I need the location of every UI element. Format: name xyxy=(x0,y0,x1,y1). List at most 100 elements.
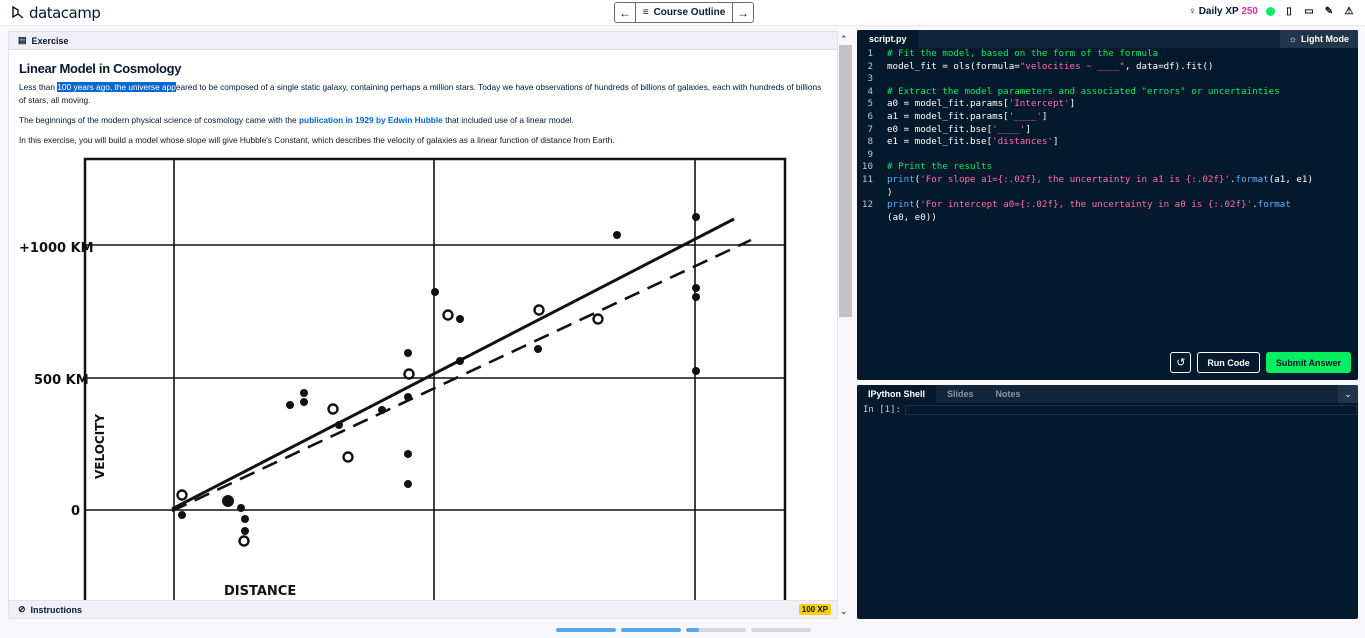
check-circle-icon: ⊘ xyxy=(18,604,26,614)
edit-icon[interactable]: ✎ xyxy=(1324,5,1334,17)
code-line[interactable]: 10 # Print the results xyxy=(857,161,1358,174)
code-text: print('For slope a1={:.02f}, the uncerta… xyxy=(887,174,1313,187)
code-line[interactable]: 12 print('For intercept a0={:.02f}, the u… xyxy=(857,199,1358,212)
light-mode-label: Light Mode xyxy=(1301,34,1349,44)
code-line[interactable]: 11 print('For slope a1={:.02f}, the uncer… xyxy=(857,174,1358,187)
code-token: (a1, e1) xyxy=(1268,173,1313,185)
streak-status-dot xyxy=(1266,6,1275,16)
reset-icon: ↺ xyxy=(1176,357,1186,369)
previous-exercise-button[interactable]: ← xyxy=(615,3,636,22)
menu-icon: ≡ xyxy=(642,7,649,18)
light-mode-button[interactable]: ☼ Light Mode xyxy=(1279,30,1358,48)
code-token: print xyxy=(887,173,915,185)
report-issue-icon[interactable]: ⚠ xyxy=(1344,5,1354,17)
line-number: 10 xyxy=(861,161,873,173)
tab-slides[interactable]: Slides xyxy=(947,389,974,399)
code-line[interactable]: ) xyxy=(857,187,1358,200)
code-text: e1 = model_fit.bse['distances'] xyxy=(887,136,1059,149)
exercise-section-label: Exercise xyxy=(31,35,69,46)
line-number: 2 xyxy=(867,60,873,72)
y-tick-1000: +1000 KM xyxy=(19,241,94,256)
code-text: a1 = model_fit.params['____'] xyxy=(887,111,1047,124)
code-line[interactable]: 8 e1 = model_fit.bse['distances'] xyxy=(857,136,1358,149)
code-token: ] xyxy=(1052,136,1059,148)
p1-before: Less than xyxy=(19,82,58,92)
ipython-shell-pane: IPython Shell Slides Notes ⌄ In [1]: xyxy=(857,385,1358,619)
line-number: 8 xyxy=(867,136,873,148)
chevron-down-icon[interactable]: ⌄ xyxy=(840,606,848,616)
code-token: model_fit = ols(formula= xyxy=(887,60,1020,72)
code-token: '____' xyxy=(1008,110,1042,122)
editor-tab-bar: script.py xyxy=(857,30,1358,48)
code-token: print xyxy=(887,199,915,211)
y-tick-500: 500 KM xyxy=(34,373,89,388)
video-icon[interactable]: ▭ xyxy=(1304,5,1314,17)
hubble-diagram-image: +1000 KM 500 KM 0 VELOCITY DISTANCE xyxy=(19,157,787,607)
instructions-label: Instructions xyxy=(30,604,83,615)
line-number: 1 xyxy=(867,48,873,59)
exercise-icon: ▤ xyxy=(18,35,27,45)
slides-icon[interactable]: ▯ xyxy=(1286,5,1292,17)
code-line[interactable]: (a0, e0)) xyxy=(857,212,1358,225)
logo-text: datacamp xyxy=(29,4,101,22)
code-token: ( xyxy=(914,199,921,211)
code-area[interactable]: 1 # Fit the model, based on the form of t… xyxy=(857,48,1358,224)
code-line[interactable]: 3 xyxy=(857,73,1358,86)
reset-code-button[interactable]: ↺ xyxy=(1170,352,1192,373)
line-number: 6 xyxy=(867,110,873,122)
xp-badge: 100 XP xyxy=(798,604,831,615)
editor-actions: ↺ Run Code Submit Answer xyxy=(1170,352,1351,373)
line-number: 7 xyxy=(867,123,873,135)
code-text: (a0, e0)) xyxy=(887,212,937,225)
exercise-header: ▤ Exercise xyxy=(9,32,837,50)
course-outline-label: Course Outline xyxy=(653,7,726,18)
code-token: 'distances' xyxy=(992,136,1053,148)
code-token: '____' xyxy=(992,123,1026,135)
hubble-publication-link[interactable]: publication in 1929 by Edwin Hubble xyxy=(298,115,443,125)
code-line[interactable]: 7 e0 = model_fit.bse['____'] xyxy=(857,124,1358,137)
progress-segment xyxy=(686,628,746,632)
daily-xp-label: Daily XP xyxy=(1198,5,1239,17)
code-token: # Print the results xyxy=(887,161,993,173)
exercise-paragraph-1: Less than 100 years ago, the universe ap… xyxy=(19,81,827,107)
code-line[interactable]: 4 # Extract the model parameters and asso… xyxy=(857,86,1358,99)
chevron-up-icon[interactable]: ⌃ xyxy=(840,34,848,44)
tab-notes[interactable]: Notes xyxy=(995,389,1021,399)
code-line[interactable]: 2 model_fit = ols(formula="velocities ~ _… xyxy=(857,61,1358,74)
submit-answer-button[interactable]: Submit Answer xyxy=(1265,352,1351,373)
tab-script-py[interactable]: script.py xyxy=(857,30,919,48)
collapse-shell-chevron-icon[interactable]: ⌄ xyxy=(1338,385,1358,403)
datacamp-logo-icon xyxy=(12,5,24,19)
code-editor: script.py ☼ Light Mode 1 # Fit the model,… xyxy=(857,30,1358,380)
selected-text: 100 years ago, the universe app xyxy=(57,82,176,92)
shell-input[interactable] xyxy=(904,405,1357,415)
code-token: format xyxy=(1257,199,1291,211)
sun-icon: ☼ xyxy=(1288,34,1297,44)
exercise-pane: ▤ Exercise Linear Model in Cosmology Les… xyxy=(8,31,838,619)
daily-xp[interactable]: ♀ Daily XP 250 xyxy=(1188,6,1258,17)
code-line[interactable]: 5 a0 = model_fit.params['Intercept'] xyxy=(857,98,1358,111)
code-text: e0 = model_fit.bse['____'] xyxy=(887,124,1031,137)
next-exercise-button[interactable]: → xyxy=(732,3,753,22)
code-token: ] xyxy=(1025,123,1031,135)
tab-ipython-shell[interactable]: IPython Shell xyxy=(857,385,937,403)
line-number xyxy=(857,212,887,225)
code-line[interactable]: 9 xyxy=(857,149,1358,162)
code-line[interactable]: 6 a1 = model_fit.params['____'] xyxy=(857,111,1358,124)
exercise-title: Linear Model in Cosmology xyxy=(19,61,182,76)
course-outline-button[interactable]: ≡ Course Outline xyxy=(636,3,732,22)
scrollbar-thumb[interactable] xyxy=(839,45,852,317)
shell-prompt-row: In [1]: xyxy=(863,405,1357,415)
instructions-bar[interactable]: ⊘ Instructions 100 XP xyxy=(9,600,837,618)
code-text: print('For intercept a0={:.02f}, the unc… xyxy=(887,199,1291,212)
line-number: 12 xyxy=(861,199,873,211)
datacamp-logo[interactable]: datacamp xyxy=(10,4,101,22)
code-line[interactable]: 1 # Fit the model, based on the form of t… xyxy=(857,48,1358,61)
run-code-button[interactable]: Run Code xyxy=(1197,352,1260,373)
code-token: ) xyxy=(887,186,893,198)
code-token: . xyxy=(1252,199,1258,211)
exercise-body: Linear Model in Cosmology Less than 100 … xyxy=(9,50,837,147)
trophy-icon: ♀ xyxy=(1188,5,1196,17)
code-token: a0 = model_fit.params[ xyxy=(887,98,1009,110)
progress-segment-fill xyxy=(621,628,681,632)
